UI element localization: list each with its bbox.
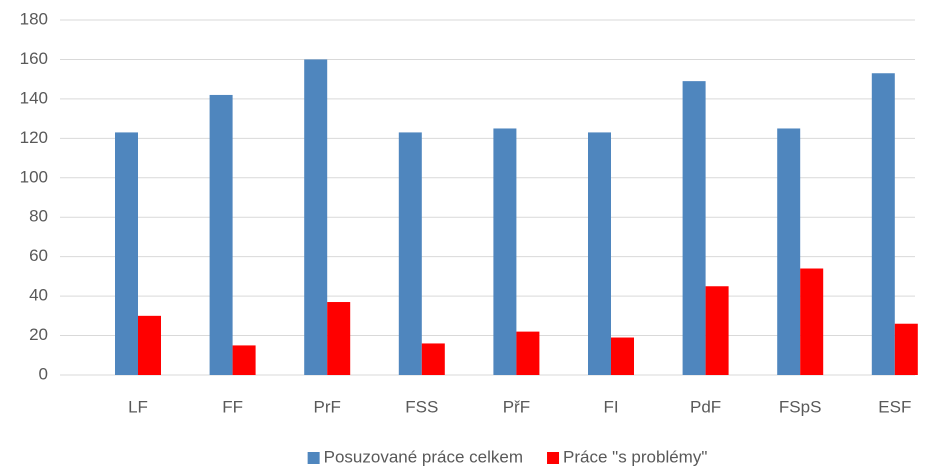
bar — [421, 343, 445, 375]
y-tick-label: 120 — [20, 128, 48, 147]
bar — [871, 73, 895, 375]
legend: Posuzované práce celkem Práce "s problémy… — [307, 447, 707, 466]
legend-swatch — [307, 452, 320, 464]
bar — [516, 331, 540, 375]
y-tick-label: 80 — [29, 207, 48, 226]
y-tick-label: 0 — [39, 364, 48, 383]
y-tick-label: 40 — [29, 286, 48, 305]
legend-swatch — [547, 452, 560, 464]
legend-label: Posuzované práce celkem — [324, 447, 523, 466]
x-tick-label: FF — [222, 397, 243, 416]
bar — [398, 132, 422, 375]
legend-label: Práce "s problémy" — [563, 447, 707, 466]
bar — [800, 268, 824, 375]
bar — [327, 302, 351, 375]
x-tick-label: PrF — [314, 397, 341, 416]
x-tick-label: FSpS — [779, 397, 822, 416]
bar — [138, 315, 161, 375]
x-tick-label: PdF — [690, 397, 721, 416]
bar — [493, 128, 517, 375]
y-tick-label: 180 — [20, 9, 48, 28]
x-tick-label: PřF — [503, 397, 530, 416]
bar — [705, 286, 729, 375]
bar — [777, 128, 801, 375]
bar — [232, 345, 256, 375]
x-tick-label: FI — [603, 397, 618, 416]
bar — [894, 323, 918, 375]
y-tick-label: 140 — [20, 88, 48, 107]
bar — [682, 81, 706, 375]
y-tick-label: 20 — [29, 325, 48, 344]
bar — [115, 132, 138, 375]
y-tick-label: 100 — [20, 167, 48, 186]
bar — [209, 94, 233, 375]
x-tick-label: ESF — [878, 397, 911, 416]
y-tick-label: 60 — [29, 246, 48, 265]
y-tick-label: 160 — [20, 49, 48, 68]
x-tick-label: LF — [128, 397, 148, 416]
bar — [304, 59, 328, 375]
bar — [611, 337, 634, 375]
x-tick-label: FSS — [405, 397, 438, 416]
bar — [588, 132, 611, 375]
